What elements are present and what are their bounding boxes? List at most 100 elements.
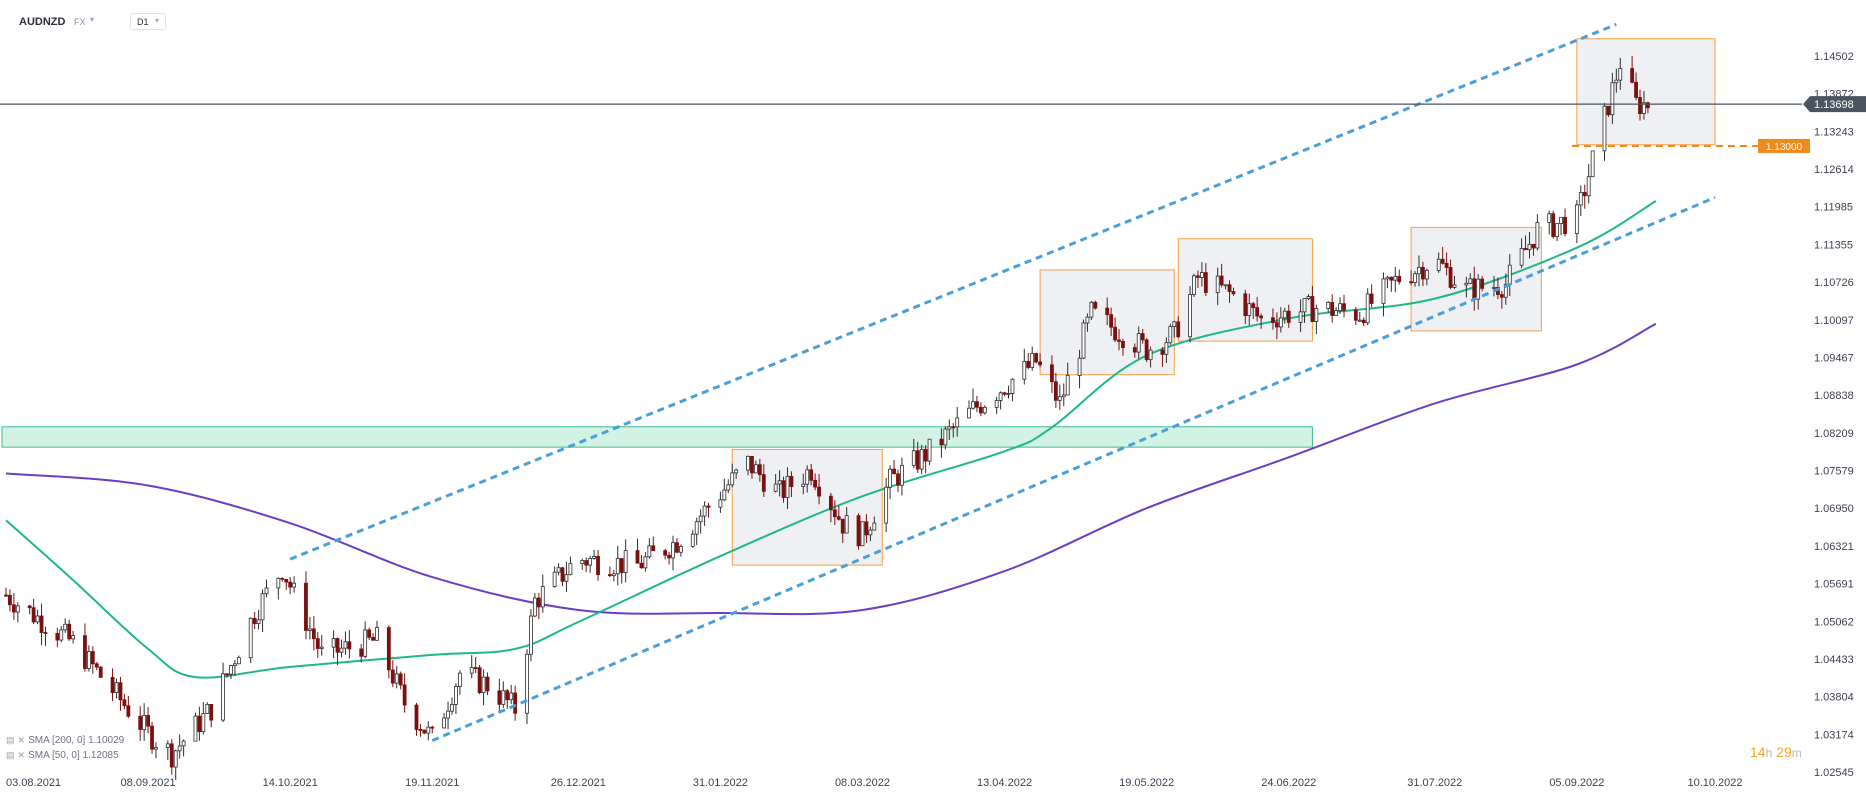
timer-hours-unit: h xyxy=(1765,746,1773,760)
candle-body xyxy=(536,597,541,608)
candle-body xyxy=(221,673,225,721)
candle-body xyxy=(1065,375,1070,396)
candle-body xyxy=(836,516,841,520)
candle-body xyxy=(335,638,340,653)
candle-body xyxy=(1176,321,1181,338)
candle-body xyxy=(1109,314,1114,328)
x-tick-label: 31.07.2022 xyxy=(1407,777,1462,789)
candle-body xyxy=(1053,381,1058,401)
candle-body xyxy=(844,515,849,534)
candle-body xyxy=(229,665,233,675)
candle-body xyxy=(1034,353,1039,363)
chevron-down-icon[interactable]: ▾ xyxy=(90,15,95,24)
candle-body xyxy=(1448,267,1453,288)
legend-sma50-label: SMA [50, 0] 1.12085 xyxy=(28,750,119,761)
candle-body xyxy=(679,545,683,553)
candle-body xyxy=(252,617,257,624)
visibility-icon[interactable]: ▤ xyxy=(6,735,15,745)
candle-body xyxy=(1144,339,1149,361)
candle-body xyxy=(284,578,289,583)
legend-sma50[interactable]: ▤ ✕ SMA [50, 0] 1.12085 xyxy=(6,750,119,761)
candle-body xyxy=(1527,243,1532,251)
candle-body xyxy=(773,483,778,492)
candle-body xyxy=(761,474,766,492)
channel-lower-line xyxy=(431,196,1716,742)
support-zone xyxy=(1,426,1313,448)
candle-body xyxy=(177,745,182,752)
candle-body xyxy=(994,400,999,408)
candle-body xyxy=(276,577,281,589)
candle-body xyxy=(1634,81,1638,98)
candle-body xyxy=(1022,360,1027,380)
close-icon[interactable]: ✕ xyxy=(17,735,26,745)
candle-body xyxy=(592,555,596,559)
candle-body xyxy=(734,469,739,474)
candle-body xyxy=(1464,282,1469,286)
candle-body xyxy=(4,594,8,597)
candle-body xyxy=(1642,102,1646,114)
candle-body xyxy=(1164,342,1169,355)
candle-body xyxy=(1326,301,1331,309)
candle-body xyxy=(754,464,758,474)
candle-body xyxy=(1614,79,1619,84)
candle-body xyxy=(260,593,265,621)
candle-body xyxy=(1089,301,1094,318)
timeframe-select[interactable]: D1 ▾ xyxy=(130,13,166,30)
candle-body xyxy=(339,647,344,653)
candle-body xyxy=(98,666,103,678)
candle-body xyxy=(8,594,12,606)
candle-body xyxy=(1334,310,1338,316)
candle-body xyxy=(371,636,375,641)
candle-body xyxy=(367,629,372,638)
candle-body xyxy=(347,641,352,650)
timer-minutes: 29 xyxy=(1776,744,1792,760)
candle-body xyxy=(375,627,379,641)
chevron-down-icon: ▾ xyxy=(155,16,160,25)
candle-body xyxy=(165,743,170,748)
candle-body xyxy=(1365,293,1370,324)
candle-body xyxy=(1357,319,1362,322)
candle-body xyxy=(90,651,95,665)
candle-body xyxy=(1196,275,1200,278)
candle-body xyxy=(1413,273,1417,283)
candle-countdown: 14h 29m xyxy=(1750,744,1802,760)
symbol-label[interactable]: AUDNZD xyxy=(19,16,66,28)
candle-body xyxy=(418,729,423,731)
legend-sma200-label: SMA [200, 0] 1.10029 xyxy=(28,735,125,746)
candle-body xyxy=(15,605,20,613)
candle-body xyxy=(623,550,628,573)
candle-body xyxy=(398,673,403,686)
candle-body xyxy=(698,515,703,523)
x-tick-label: 31.01.2022 xyxy=(693,777,748,789)
candle-body xyxy=(505,690,510,701)
candle-body xyxy=(1247,303,1252,317)
candle-body xyxy=(1381,278,1386,304)
candle-body xyxy=(1172,321,1177,328)
candle-body xyxy=(1006,392,1011,395)
candle-body xyxy=(1646,102,1650,109)
candle-body xyxy=(142,715,147,730)
x-tick-label: 14.10.2021 xyxy=(263,777,318,789)
exchange-label: FX xyxy=(74,17,86,27)
candle-body xyxy=(280,577,285,580)
candle-body xyxy=(308,628,312,631)
candle-body xyxy=(525,653,529,714)
candle-body xyxy=(1582,192,1587,197)
candle-body xyxy=(114,682,119,693)
candle-body xyxy=(446,710,450,719)
candle-body xyxy=(126,705,131,717)
level-tag-bg xyxy=(1758,138,1810,153)
candle-body xyxy=(1409,281,1413,284)
candle-body xyxy=(1298,311,1303,323)
visibility-icon[interactable]: ▤ xyxy=(6,750,15,760)
candle-body xyxy=(1259,315,1264,319)
candle-body xyxy=(304,582,308,631)
legend-sma200[interactable]: ▤ ✕ SMA [200, 0] 1.10029 xyxy=(6,735,124,746)
candle-body xyxy=(726,484,731,491)
candle-body xyxy=(568,563,573,576)
y-tick-label: 1.09467 xyxy=(1814,353,1854,365)
candle-body xyxy=(560,567,565,582)
close-icon[interactable]: ✕ xyxy=(17,750,26,760)
